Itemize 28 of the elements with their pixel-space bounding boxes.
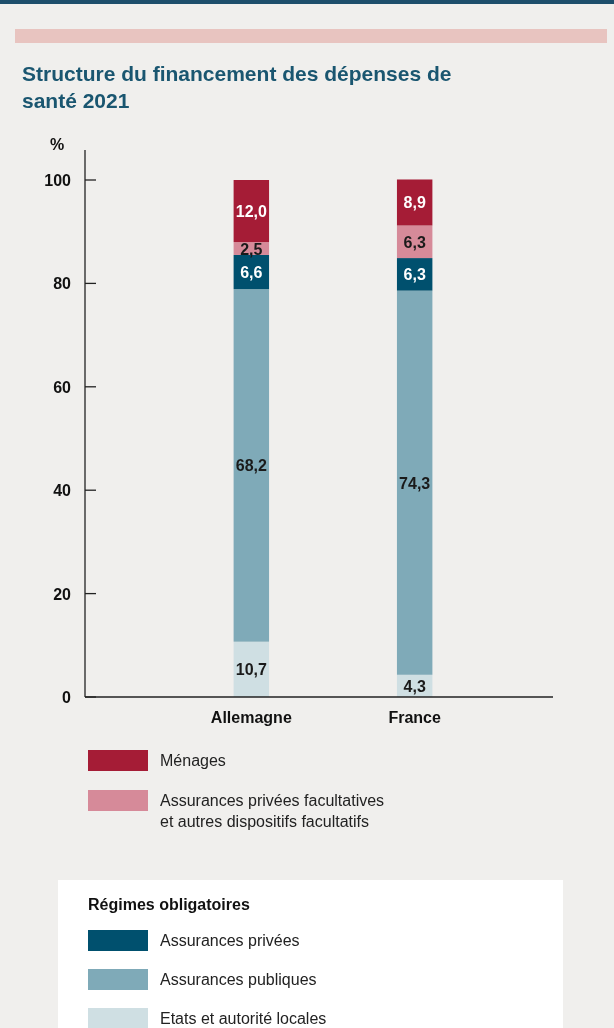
y-tick-label: 0 <box>62 689 72 706</box>
data-label: 6,3 <box>403 266 426 284</box>
legend-label: Ménages <box>160 752 226 769</box>
chart-title: Structure du financement des dépenses de santé 2021 <box>22 62 452 112</box>
legend-label: Assurances publiques <box>160 971 317 988</box>
y-axis-title: % <box>49 136 65 153</box>
data-label: 68,2 <box>235 457 267 475</box>
x-tick-label: France <box>388 709 442 726</box>
data-label: 8,9 <box>403 194 426 212</box>
data-label: 2,5 <box>240 240 263 258</box>
legend-label: Etats et autorité locales <box>160 1010 327 1027</box>
y-tick-label: 80 <box>53 275 72 293</box>
y-tick-label: 100 <box>44 172 72 189</box>
data-label: 6,3 <box>403 233 426 251</box>
y-tick-label: 60 <box>53 378 72 396</box>
legend-title: Régimes obligatoires <box>88 896 250 913</box>
legend-label: Assurances privées <box>160 932 300 949</box>
data-label: 4,3 <box>403 677 426 695</box>
bar <box>233 289 270 642</box>
data-label: 12,0 <box>235 203 267 221</box>
y-tick-label: 20 <box>53 585 72 603</box>
y-tick-label: 40 <box>53 482 72 500</box>
data-label: 6,6 <box>240 264 263 282</box>
x-tick-label: Allemagne <box>210 709 292 726</box>
bar <box>396 290 433 675</box>
data-label: 10,7 <box>235 661 267 679</box>
data-label: 74,3 <box>399 474 431 492</box>
legend-label: Assurances privées facultatives et autres dispositifs facultatifs <box>160 792 385 830</box>
